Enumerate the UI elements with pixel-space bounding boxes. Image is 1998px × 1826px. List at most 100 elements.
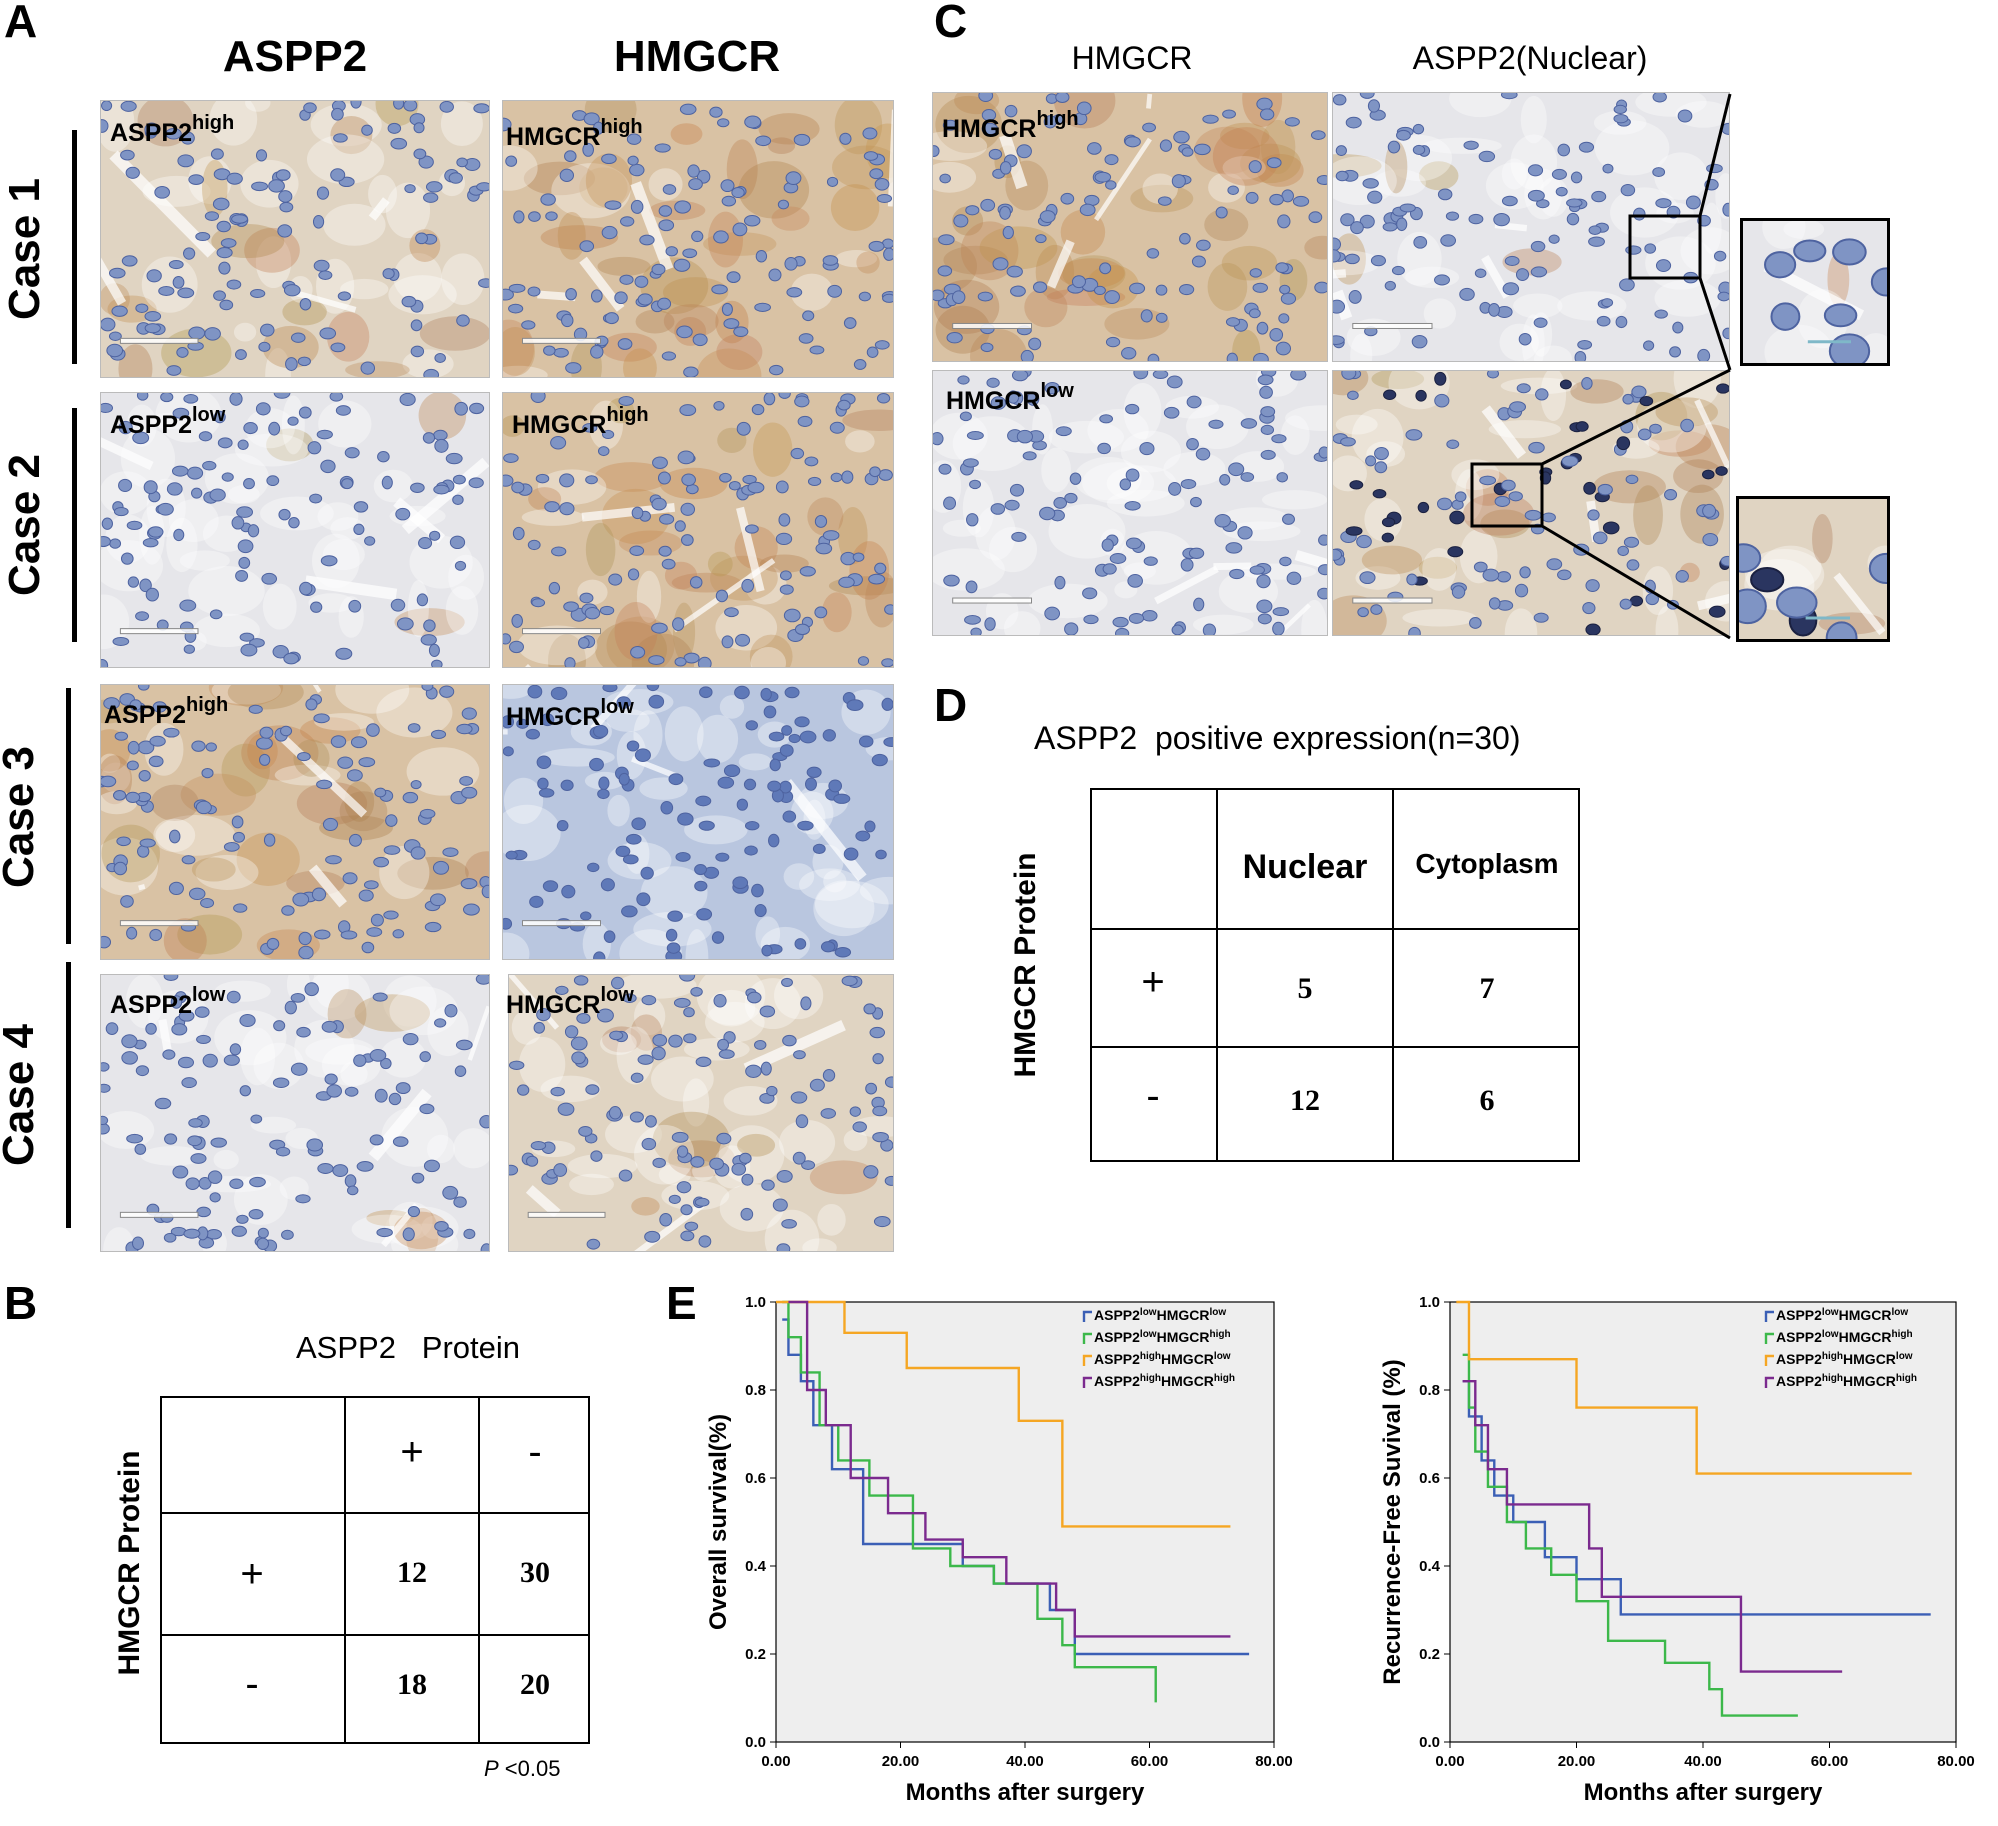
panel-b-table: + - + - 12 30 18 20 (160, 1396, 590, 1744)
x-tick-label: 40.00 (1006, 1753, 1044, 1770)
tag-case4-hmgcr: HMGCRlow (506, 984, 634, 1019)
pvalue-p: P (484, 1756, 499, 1781)
legend-swatch (1082, 1310, 1092, 1322)
legend-entry: ASPP2lowHMGCRhigh (1094, 1329, 1231, 1345)
km-series-ASPP2lowHMGCRhigh (1462, 1353, 1798, 1717)
panel-b-row-minus: - (245, 1662, 259, 1706)
panel-b-cell-plus-minus: 30 (520, 1556, 550, 1589)
panel-label-c: C (934, 0, 968, 47)
x-tick-label: 60.00 (1811, 1753, 1849, 1770)
legend-entry: ASPP2lowHMGCRlow (1776, 1307, 1908, 1323)
panel-b-row-title: HMGCR Protein (113, 1450, 146, 1676)
legend-swatch (1082, 1332, 1092, 1344)
legend-entry: ASPP2highHMGCRlow (1094, 1351, 1231, 1367)
pvalue-text: <0.05 (498, 1756, 561, 1781)
micrograph-c-hmgcr-high (932, 92, 1328, 362)
panel-b-col-plus: + (400, 1430, 424, 1474)
panel-b-row-plus: + (240, 1552, 264, 1596)
x-tick-label: 80.00 (1937, 1753, 1975, 1770)
legend-entry: ASPP2highHMGCRhigh (1776, 1373, 1917, 1389)
y-tick-label: 1.0 (745, 1294, 766, 1311)
x-tick-label: 40.00 (1684, 1753, 1722, 1770)
case-2-bracket (72, 408, 77, 642)
case-1-bracket (72, 130, 77, 364)
case-3-label: Case 3 (0, 746, 43, 888)
panel-label-b: B (4, 1277, 38, 1329)
micrograph-case4-hmgcr (508, 974, 894, 1252)
micrograph-case3-aspp2 (100, 684, 490, 960)
panel-c-col-header-aspp2-nuclear: ASPP2(Nuclear) (1412, 40, 1648, 76)
legend-swatch (1082, 1376, 1092, 1388)
panel-b-pvalue: P <0.05 (484, 1756, 560, 1782)
case-2-label: Case 2 (0, 454, 49, 596)
panel-d-col-cytoplasm: Cytoplasm (1415, 848, 1559, 879)
micrograph-case4-aspp2 (100, 974, 490, 1252)
km-series-ASPP2highHMGCRlow (776, 1300, 1231, 1528)
panel-d-table: Nuclear Cytoplasm + - 5 7 12 6 (1090, 788, 1580, 1162)
tag-case3-hmgcr: HMGCRlow (506, 696, 634, 731)
y-tick-label: 0.4 (745, 1558, 767, 1575)
panel-d-cell-minus-nuclear: 12 (1290, 1084, 1320, 1117)
km-series-ASPP2highHMGCRlow (1456, 1300, 1912, 1475)
y-tick-label: 0.2 (1419, 1646, 1440, 1663)
tag-case4-aspp2: ASPP2low (110, 984, 226, 1019)
plot-area (775, 1301, 1275, 1743)
panel-d-col-nuclear: Nuclear (1242, 848, 1368, 886)
y-tick-label: 0.6 (1419, 1470, 1440, 1487)
tag-case1-aspp2: ASPP2high (110, 112, 235, 147)
y-tick-label: 1.0 (1419, 1294, 1440, 1311)
y-tick-label: 0.6 (745, 1470, 766, 1487)
x-tick-label: 20.00 (882, 1753, 920, 1770)
tag-case1-hmgcr: HMGCRhigh (506, 116, 643, 151)
micrograph-c-hmgcr-low (932, 370, 1328, 636)
x-tick-label: 0.00 (1435, 1753, 1464, 1770)
legend-swatch (1764, 1354, 1774, 1366)
tag-case2-aspp2: ASPP2low (110, 404, 226, 439)
panel-d-row-minus: - (1146, 1074, 1160, 1118)
panel-b-col-minus: - (528, 1430, 542, 1474)
y-tick-label: 0.4 (1419, 1558, 1441, 1575)
case-4-bracket (66, 962, 71, 1228)
case-1-label: Case 1 (0, 178, 49, 320)
legend-entry: ASPP2highHMGCRlow (1776, 1351, 1913, 1367)
y-tick-label: 0.2 (745, 1646, 766, 1663)
case-3-bracket (66, 688, 71, 944)
tag-case2-hmgcr: HMGCRhigh (512, 404, 649, 439)
legend-swatch (1082, 1354, 1092, 1366)
tag-c-hmgcr-low: HMGCRlow (946, 380, 1074, 415)
panel-d-title: ASPP2 positive expression(n=30) (1034, 720, 1521, 756)
legend-swatch (1764, 1376, 1774, 1388)
tag-case3-aspp2: ASPP2high (104, 694, 229, 729)
micrograph-case1-aspp2 (100, 100, 490, 378)
x-tick-label: 0.00 (761, 1753, 790, 1770)
panel-a-col-header-aspp2: ASPP2 (222, 32, 368, 81)
panel-d-row-title: HMGCR Protein (1009, 852, 1042, 1078)
x-tick-label: 60.00 (1131, 1753, 1169, 1770)
case-4-label: Case 4 (0, 1024, 43, 1166)
micrograph-case2-hmgcr (502, 392, 894, 668)
zoom-connectors (1470, 93, 1732, 640)
legend-entry: ASPP2lowHMGCRlow (1094, 1307, 1226, 1323)
km-series-ASPP2lowHMGCRhigh (782, 1300, 1157, 1703)
y-tick-label: 0.0 (1419, 1734, 1440, 1751)
y-tick-label: 0.0 (745, 1734, 766, 1751)
panel-b-cell-minus-minus: 20 (520, 1668, 550, 1701)
y-axis-title: Recurrence-Free Suvival (%) (1379, 1359, 1406, 1684)
micrograph-case1-hmgcr (502, 100, 894, 378)
panel-a-col-header-hmgcr: HMGCR (613, 32, 781, 81)
micrograph-case3-hmgcr (502, 684, 894, 960)
x-tick-label: 80.00 (1255, 1753, 1293, 1770)
panel-b-cell-minus-plus: 18 (397, 1668, 427, 1701)
y-axis-title: Overall survival(%) (705, 1414, 732, 1630)
panel-d-cell-plus-cytoplasm: 7 (1479, 972, 1495, 1005)
panel-d-cell-plus-nuclear: 5 (1297, 972, 1313, 1005)
panel-b-cell-plus-plus: 12 (397, 1556, 427, 1589)
micrograph-c-aspp2-nuclear-1 (1332, 92, 1730, 362)
panel-label-e: E (666, 1277, 697, 1329)
zoom-inset-2 (1736, 496, 1890, 642)
tag-c-hmgcr-high: HMGCRhigh (942, 108, 1079, 143)
km-series-ASPP2highHMGCRhigh (788, 1300, 1231, 1638)
panel-c-col-header-hmgcr: HMGCR (1071, 40, 1193, 76)
micrograph-case2-aspp2 (100, 392, 490, 668)
legend-entry: ASPP2lowHMGCRhigh (1776, 1329, 1913, 1345)
